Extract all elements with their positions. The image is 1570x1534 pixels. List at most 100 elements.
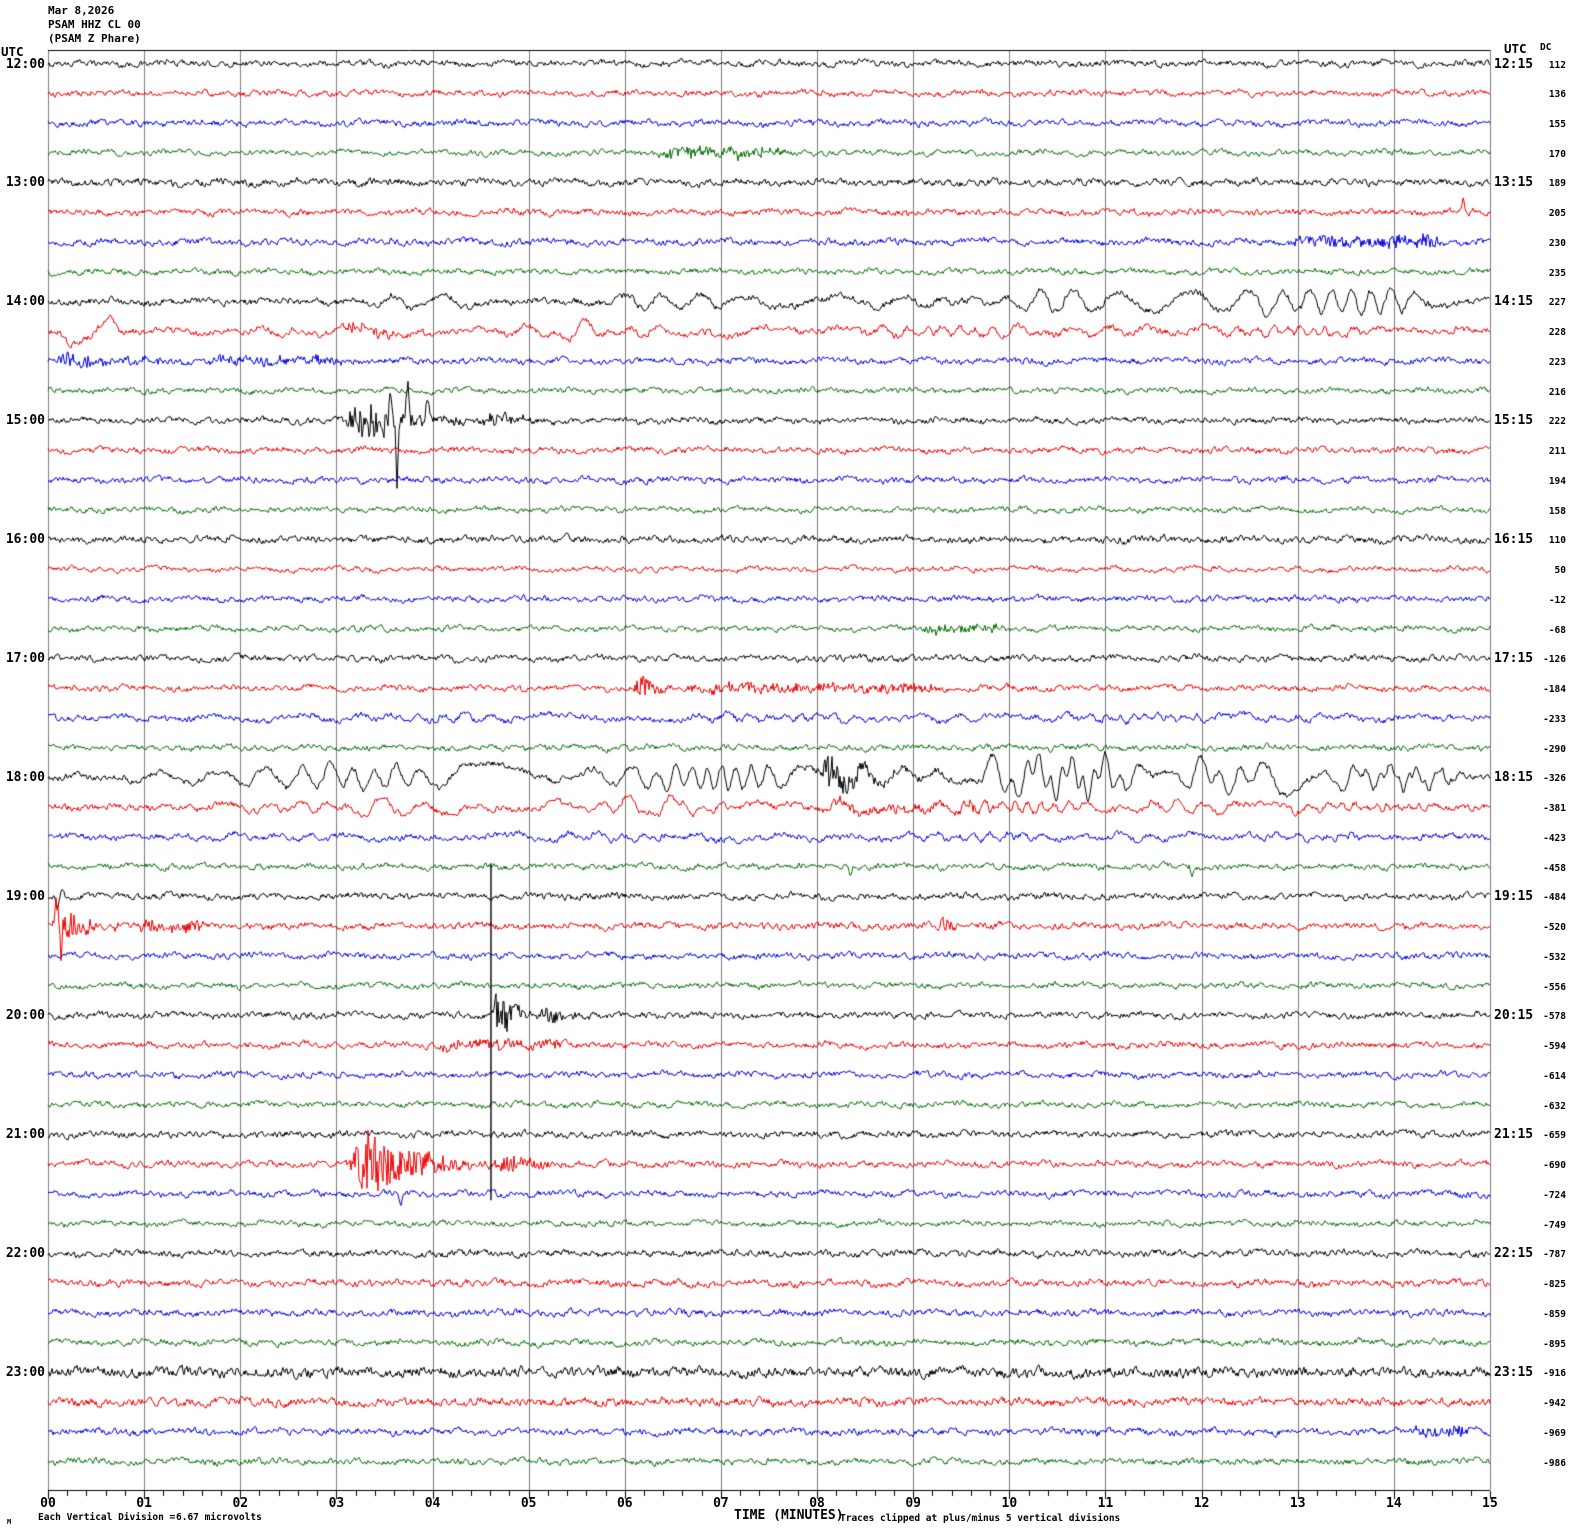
minute-label: 01 xyxy=(136,1496,152,1511)
left-time-label: 21:00 xyxy=(5,1127,45,1143)
dc-value: 216 xyxy=(1548,386,1566,398)
minute-label: 00 xyxy=(40,1496,56,1511)
header-location: (PSAM Z Phare) xyxy=(48,32,141,45)
right-time-label: 16:15 xyxy=(1494,532,1534,548)
dc-value: 227 xyxy=(1548,297,1566,309)
minute-label: 13 xyxy=(1289,1496,1306,1511)
left-time-label: 14:00 xyxy=(5,294,45,310)
header: Mar 8,2026 PSAM HHZ CL 00 (PSAM Z Phare) xyxy=(48,4,141,46)
minute-label: 04 xyxy=(424,1496,441,1511)
dc-value: -690 xyxy=(1543,1160,1566,1172)
footer-unit-symbol: M xyxy=(7,1518,12,1526)
left-time-label: 16:00 xyxy=(5,532,45,548)
dc-value: -484 xyxy=(1543,892,1566,904)
dc-value: 170 xyxy=(1548,148,1566,160)
minute-label: 03 xyxy=(328,1496,345,1511)
minute-label: 12 xyxy=(1193,1496,1210,1511)
right-time-label: 15:15 xyxy=(1494,413,1534,429)
dc-value: -659 xyxy=(1543,1130,1566,1142)
dc-value: -916 xyxy=(1543,1368,1566,1380)
right-time-label: 14:15 xyxy=(1494,294,1534,310)
dc-value: -68 xyxy=(1548,624,1566,636)
right-time-label: 18:15 xyxy=(1494,770,1534,786)
header-date: Mar 8,2026 xyxy=(48,4,115,17)
dc-value: 235 xyxy=(1548,267,1566,279)
dc-value: 211 xyxy=(1548,446,1566,458)
dc-value: -126 xyxy=(1543,654,1566,666)
right-time-label: 22:15 xyxy=(1494,1246,1534,1262)
dc-value: -859 xyxy=(1543,1308,1566,1320)
dc-value: 189 xyxy=(1548,178,1566,190)
dc-value: -614 xyxy=(1543,1070,1566,1082)
right-time-label: 19:15 xyxy=(1494,889,1534,905)
dc-value: 223 xyxy=(1548,356,1566,368)
dc-value: -326 xyxy=(1543,773,1566,785)
minute-label: 09 xyxy=(905,1496,922,1511)
left-time-label: 17:00 xyxy=(5,651,45,667)
dc-value: -520 xyxy=(1543,922,1566,934)
minute-label: 08 xyxy=(809,1496,825,1511)
dc-value: -594 xyxy=(1543,1041,1566,1053)
dc-value: 110 xyxy=(1548,535,1566,547)
dc-value: -825 xyxy=(1543,1279,1566,1291)
dc-value: -969 xyxy=(1543,1427,1566,1439)
dc-value: -578 xyxy=(1543,1011,1566,1023)
header-station: PSAM HHZ CL 00 xyxy=(48,18,141,31)
left-time-label: 20:00 xyxy=(5,1008,45,1024)
dc-value: 205 xyxy=(1548,208,1566,220)
right-time-label: 12:15 xyxy=(1494,56,1534,72)
dc-value: 194 xyxy=(1548,475,1566,487)
minute-label: 10 xyxy=(1001,1496,1018,1511)
dc-value: -556 xyxy=(1543,981,1566,993)
minute-label: 06 xyxy=(616,1496,633,1511)
dc-value: 228 xyxy=(1548,327,1566,339)
right-time-label: 13:15 xyxy=(1494,175,1534,191)
dc-value: -233 xyxy=(1543,713,1566,725)
left-time-label: 22:00 xyxy=(5,1246,45,1262)
time-axis-label: TIME (MINUTES) xyxy=(734,1508,844,1523)
dc-value: -787 xyxy=(1543,1249,1566,1261)
dc-value: -895 xyxy=(1543,1338,1566,1350)
dc-value: -632 xyxy=(1543,1100,1566,1112)
dc-header: DC xyxy=(1540,42,1552,53)
left-time-label: 13:00 xyxy=(5,175,45,191)
dc-value: -290 xyxy=(1543,743,1566,755)
dc-value: 50 xyxy=(1554,565,1566,577)
footer-scale-text: Each Vertical Division = xyxy=(38,1512,176,1523)
right-time-label: 21:15 xyxy=(1494,1127,1534,1143)
right-time-label: 17:15 xyxy=(1494,651,1534,667)
dc-value: 112 xyxy=(1548,59,1566,71)
dc-value: -986 xyxy=(1543,1457,1566,1469)
minute-label: 15 xyxy=(1482,1496,1498,1511)
utc-label-left: UTC xyxy=(1,44,24,59)
dc-value: 155 xyxy=(1548,118,1566,130)
left-time-label: 18:00 xyxy=(5,770,45,786)
dc-value: -458 xyxy=(1543,862,1566,874)
footer-clip-note: Traces clipped at plus/minus 5 vertical … xyxy=(840,1513,1121,1524)
utc-label-right: UTC xyxy=(1504,41,1527,56)
dc-value: -423 xyxy=(1543,832,1566,844)
dc-value: -184 xyxy=(1543,684,1566,696)
dc-value: 158 xyxy=(1548,505,1566,517)
right-time-label: 20:15 xyxy=(1494,1008,1534,1024)
footer-scale-value: 6.67 microvolts xyxy=(176,1512,262,1523)
minute-label: 11 xyxy=(1097,1496,1114,1511)
left-time-label: 12:00 xyxy=(5,56,45,72)
dc-value: -724 xyxy=(1543,1189,1566,1201)
dc-value: -942 xyxy=(1543,1398,1566,1410)
dc-value: 230 xyxy=(1548,237,1566,249)
dc-value: -749 xyxy=(1543,1219,1566,1231)
minute-label: 05 xyxy=(520,1496,537,1511)
dc-value: 222 xyxy=(1548,416,1566,428)
left-time-label: 19:00 xyxy=(5,889,45,905)
dc-value: 136 xyxy=(1548,89,1566,101)
dc-value: -532 xyxy=(1543,951,1566,963)
minute-label: 14 xyxy=(1386,1496,1402,1511)
left-time-label: 15:00 xyxy=(5,413,45,429)
minute-label: 07 xyxy=(713,1496,729,1511)
right-time-label: 23:15 xyxy=(1494,1365,1534,1381)
left-time-label: 23:00 xyxy=(5,1365,45,1381)
dc-value: -12 xyxy=(1548,594,1566,606)
dc-value: -381 xyxy=(1543,803,1566,815)
